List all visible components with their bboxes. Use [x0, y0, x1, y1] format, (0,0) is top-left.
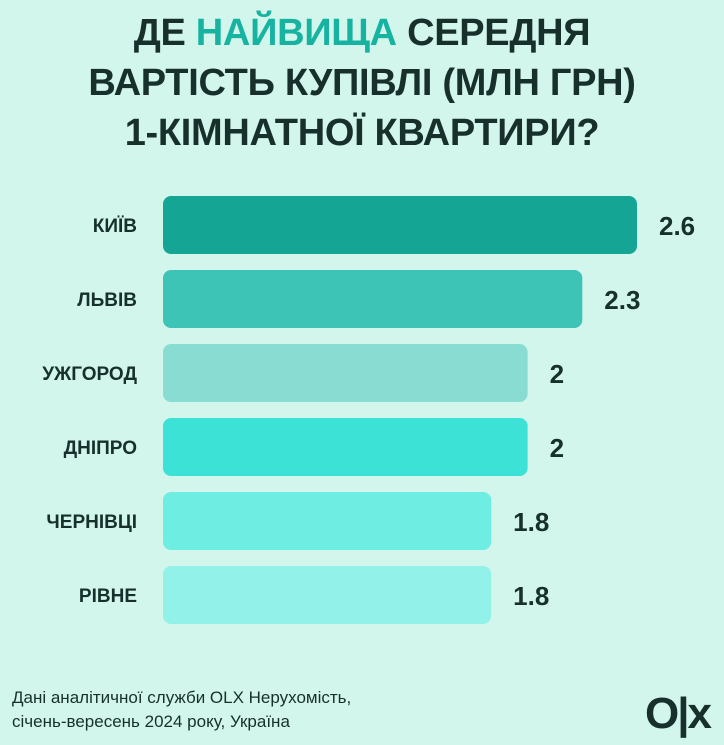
title-line-1: ДЕ НАЙВИЩА СЕРЕДНЯ	[0, 8, 724, 58]
value-label-4: 2	[550, 433, 564, 463]
value-label-5: 1.8	[513, 507, 549, 537]
bar-5	[163, 492, 492, 550]
bar-3	[163, 344, 528, 402]
bar-4	[163, 418, 528, 476]
bar-6	[163, 566, 492, 624]
value-label-1: 2.6	[659, 211, 695, 241]
chart-title: ДЕ НАЙВИЩА СЕРЕДНЯ ВАРТІСТЬ КУПІВЛІ (МЛН…	[0, 8, 724, 158]
category-label-5: ЧЕРНІВЦІ	[46, 512, 137, 533]
title-highlight: НАЙВИЩА	[195, 12, 397, 54]
category-label-6: РІВНЕ	[79, 586, 137, 607]
source-note: Дані аналітичної служби OLX Нерухомість,…	[12, 686, 351, 734]
source-line-1: Дані аналітичної служби OLX Нерухомість,	[12, 688, 352, 707]
category-label-4: ДНІПРО	[64, 438, 137, 459]
value-label-3: 2	[550, 359, 564, 389]
category-label-3: УЖГОРОД	[42, 364, 137, 385]
category-label-1: КИЇВ	[93, 216, 137, 237]
title-line-3: 1-КІМНАТНОЇ КВАРТИРИ?	[124, 112, 600, 154]
title-part-1: ДЕ	[133, 12, 196, 54]
bar-2	[163, 270, 583, 328]
title-part-2: СЕРЕДНЯ	[396, 12, 591, 54]
title-line-2: ВАРТІСТЬ КУПІВЛІ (МЛН ГРН)	[88, 62, 636, 104]
value-label-6: 1.8	[513, 581, 549, 611]
value-label-2: 2.3	[604, 285, 640, 315]
olx-logo: O|x	[644, 689, 712, 738]
source-line-2: січень-вересень 2024 року, Україна	[12, 712, 290, 731]
bar-1	[163, 196, 637, 254]
category-label-2: ЛЬВІВ	[77, 290, 137, 311]
